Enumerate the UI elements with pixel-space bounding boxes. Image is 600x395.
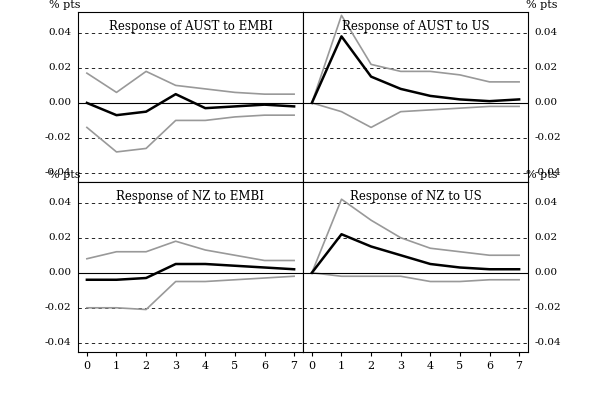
Text: 0.02: 0.02	[535, 233, 558, 242]
Text: -0.04: -0.04	[535, 168, 562, 177]
Text: -0.02: -0.02	[44, 134, 71, 143]
Text: 0.00: 0.00	[48, 268, 71, 277]
Text: 0.02: 0.02	[535, 63, 558, 72]
Text: 0.00: 0.00	[535, 268, 558, 277]
Text: -0.04: -0.04	[44, 338, 71, 347]
Text: Response of AUST to US: Response of AUST to US	[341, 21, 490, 33]
Text: Response of NZ to EMBI: Response of NZ to EMBI	[116, 190, 265, 203]
Text: -0.02: -0.02	[535, 134, 562, 143]
Text: 0.04: 0.04	[48, 198, 71, 207]
Text: 0.02: 0.02	[48, 63, 71, 72]
Text: Response of AUST to EMBI: Response of AUST to EMBI	[109, 21, 272, 33]
Text: Response of NZ to US: Response of NZ to US	[350, 190, 481, 203]
Text: 0.00: 0.00	[48, 98, 71, 107]
Text: 0.04: 0.04	[535, 28, 558, 38]
Text: 0.04: 0.04	[48, 28, 71, 38]
Text: 0.02: 0.02	[48, 233, 71, 242]
Text: -0.04: -0.04	[535, 338, 562, 347]
Text: % pts: % pts	[49, 170, 80, 180]
Text: % pts: % pts	[49, 0, 80, 10]
Text: 0.00: 0.00	[535, 98, 558, 107]
Text: % pts: % pts	[526, 170, 557, 180]
Text: % pts: % pts	[526, 0, 557, 10]
Text: -0.04: -0.04	[44, 168, 71, 177]
Text: -0.02: -0.02	[535, 303, 562, 312]
Text: 0.04: 0.04	[535, 198, 558, 207]
Text: -0.02: -0.02	[44, 303, 71, 312]
